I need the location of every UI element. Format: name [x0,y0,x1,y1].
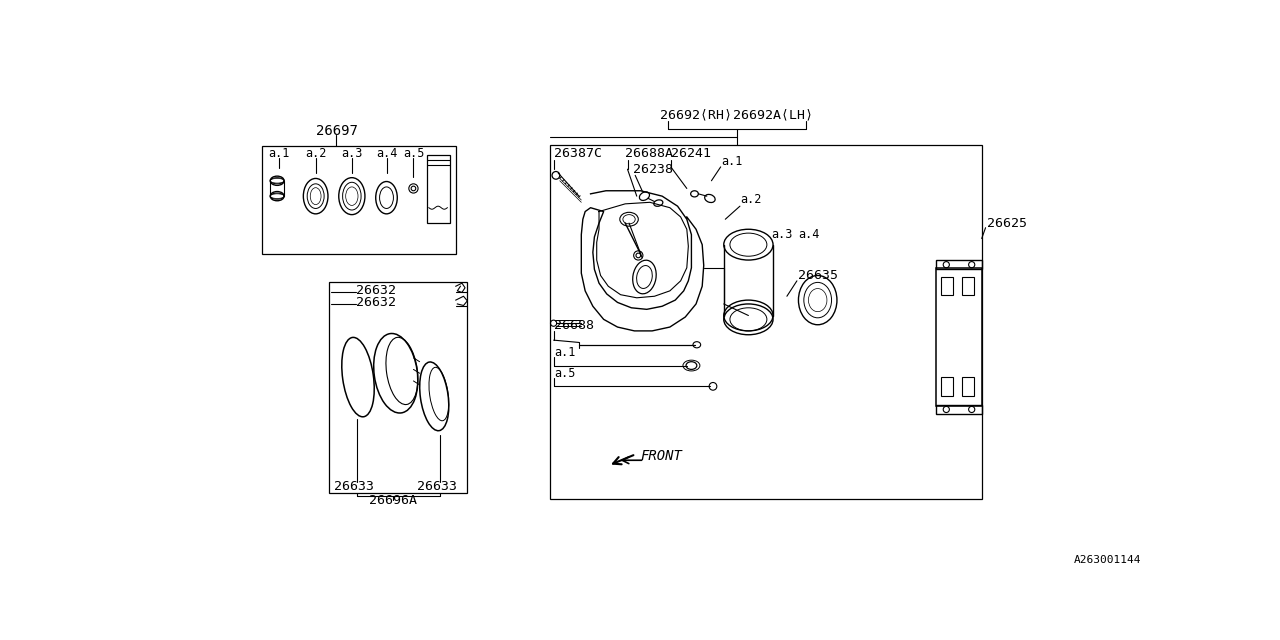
Text: a.3: a.3 [342,147,362,160]
Bar [941,377,954,396]
Text: a.5: a.5 [403,147,424,160]
Text: 26692A⟨LH⟩: 26692A⟨LH⟩ [733,109,813,122]
Text: A263001144: A263001144 [1074,556,1140,565]
Text: a.4: a.4 [799,228,819,241]
Text: 26688A: 26688A [625,147,673,160]
Text: 26635: 26635 [799,269,838,282]
Bar [936,268,982,406]
Bar [329,282,467,493]
Bar [941,277,954,296]
Bar [961,377,974,396]
Bar [262,146,456,254]
Text: 26696A: 26696A [369,494,417,507]
Text: a.1: a.1 [722,155,742,168]
Text: 26633: 26633 [416,480,457,493]
Text: a.1: a.1 [554,346,576,359]
Text: 26697: 26697 [315,124,357,138]
Bar [936,405,982,414]
Text: 26625: 26625 [987,216,1027,230]
Text: a.1: a.1 [268,147,289,160]
Text: a.5: a.5 [554,367,576,380]
Bar [961,277,974,296]
Bar [426,156,449,223]
Text: 26633: 26633 [334,480,374,493]
Text: 26632: 26632 [356,296,397,309]
Text: 26238: 26238 [632,163,673,176]
Text: 26632: 26632 [356,284,397,298]
Text: a.2: a.2 [305,147,326,160]
Text: FRONT: FRONT [640,449,682,463]
Bar [936,260,982,269]
Text: 26692⟨RH⟩: 26692⟨RH⟩ [660,109,732,122]
Bar [549,145,982,499]
Text: 26387C: 26387C [554,147,603,160]
Text: a.4: a.4 [376,147,397,160]
Text: 26241: 26241 [672,147,712,160]
Text: a.3: a.3 [772,228,792,241]
Text: 26688: 26688 [554,319,594,332]
Text: a.2: a.2 [741,193,762,207]
